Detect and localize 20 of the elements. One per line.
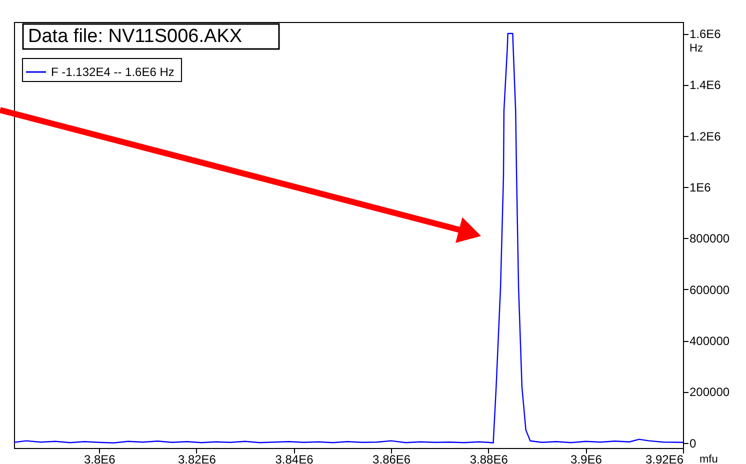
- x-tick-label: 3.8E6: [84, 452, 116, 464]
- legend-label: F -1.132E4 -- 1.6E6 Hz: [51, 65, 174, 79]
- x-tick-label: 3.86E6: [372, 452, 411, 464]
- y-tick-label: 600000: [690, 282, 730, 297]
- x-tick-label: 3.9E6: [570, 452, 602, 464]
- y-tick-label: 0: [690, 436, 696, 450]
- y-tick-label: 1.6E6: [690, 27, 722, 42]
- y-tick-label: 400000: [690, 334, 730, 348]
- x-tick-label: 3.88E6: [470, 452, 508, 464]
- x-tick-label: 3.92E6: [645, 452, 684, 464]
- y-tick-label: 1.4E6: [690, 78, 722, 92]
- y-tick-label: 1E6: [690, 180, 712, 195]
- y-tick-label: 800000: [690, 232, 730, 246]
- chart-title: Data file: NV11S006.AKX: [28, 26, 242, 47]
- x-axis-title: mfu: [700, 454, 718, 464]
- y-axis-title: Hz: [690, 42, 703, 54]
- x-tick-label: 3.82E6: [178, 452, 216, 464]
- y-tick-label: 200000: [690, 385, 730, 400]
- y-tick-label: 1.2E6: [690, 129, 722, 144]
- x-tick-label: 3.84E6: [275, 452, 314, 464]
